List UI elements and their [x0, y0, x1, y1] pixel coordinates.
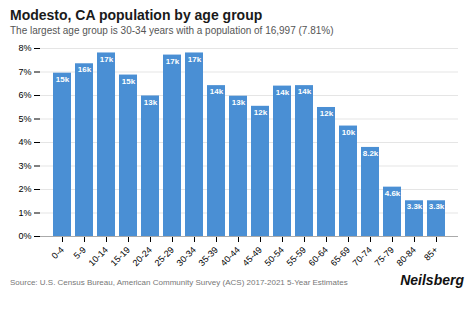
- svg-text:40-44: 40-44: [219, 245, 242, 268]
- svg-text:17k: 17k: [188, 55, 202, 64]
- svg-text:5-9: 5-9: [72, 245, 88, 261]
- svg-text:25-29: 25-29: [153, 245, 176, 268]
- svg-text:65-69: 65-69: [329, 245, 352, 268]
- svg-text:10-14: 10-14: [87, 245, 110, 268]
- svg-text:15k: 15k: [56, 75, 70, 84]
- svg-text:15k: 15k: [122, 77, 136, 86]
- svg-text:4%: 4%: [18, 137, 31, 147]
- svg-text:60-64: 60-64: [307, 245, 330, 268]
- svg-text:1%: 1%: [18, 208, 31, 218]
- html-text:Source: U.S. Census Bureau, Am: Source: U.S. Census Bureau, American Com…: [10, 278, 348, 287]
- svg-text:14k: 14k: [276, 88, 290, 97]
- svg-text:2%: 2%: [18, 184, 31, 194]
- svg-text:15-19: 15-19: [109, 245, 132, 268]
- svg-text:70-74: 70-74: [351, 245, 374, 268]
- svg-text:0-4: 0-4: [50, 245, 66, 261]
- svg-text:8.2k: 8.2k: [363, 149, 379, 158]
- html-text:The largest age group is 30-34: The largest age group is 30-34 years wit…: [10, 25, 334, 36]
- svg-text:17k: 17k: [166, 57, 180, 66]
- svg-text:50-54: 50-54: [263, 245, 286, 268]
- svg-text:35-39: 35-39: [197, 245, 220, 268]
- svg-text:0%: 0%: [18, 231, 31, 241]
- svg-text:45-49: 45-49: [241, 245, 264, 268]
- svg-text:8%: 8%: [18, 43, 31, 53]
- svg-text:3.3k: 3.3k: [429, 202, 445, 211]
- svg-text:17k: 17k: [100, 55, 114, 64]
- svg-text:13k: 13k: [232, 98, 246, 107]
- svg-text:14k: 14k: [210, 87, 224, 96]
- svg-text:14k: 14k: [298, 87, 312, 96]
- html-text:Modesto, CA population by age: Modesto, CA population by age group: [10, 7, 263, 23]
- svg-text:12k: 12k: [254, 108, 268, 117]
- html-text:Neilsberg: Neilsberg: [400, 272, 464, 288]
- svg-text:5%: 5%: [18, 114, 31, 124]
- svg-text:12k: 12k: [320, 109, 334, 118]
- svg-text:80-84: 80-84: [395, 245, 418, 268]
- svg-text:16k: 16k: [78, 65, 92, 74]
- svg-text:13k: 13k: [144, 98, 158, 107]
- svg-text:6%: 6%: [18, 90, 31, 100]
- svg-text:4.6k: 4.6k: [385, 189, 401, 198]
- svg-text:55-59: 55-59: [285, 245, 308, 268]
- svg-text:3.3k: 3.3k: [407, 202, 423, 211]
- svg-text:3%: 3%: [18, 161, 31, 171]
- svg-text:7%: 7%: [18, 67, 31, 77]
- svg-text:20-24: 20-24: [131, 245, 154, 268]
- svg-text:10k: 10k: [342, 128, 356, 137]
- svg-text:30-34: 30-34: [175, 245, 198, 268]
- svg-text:75-79: 75-79: [373, 245, 396, 268]
- svg-text:85+: 85+: [422, 245, 440, 263]
